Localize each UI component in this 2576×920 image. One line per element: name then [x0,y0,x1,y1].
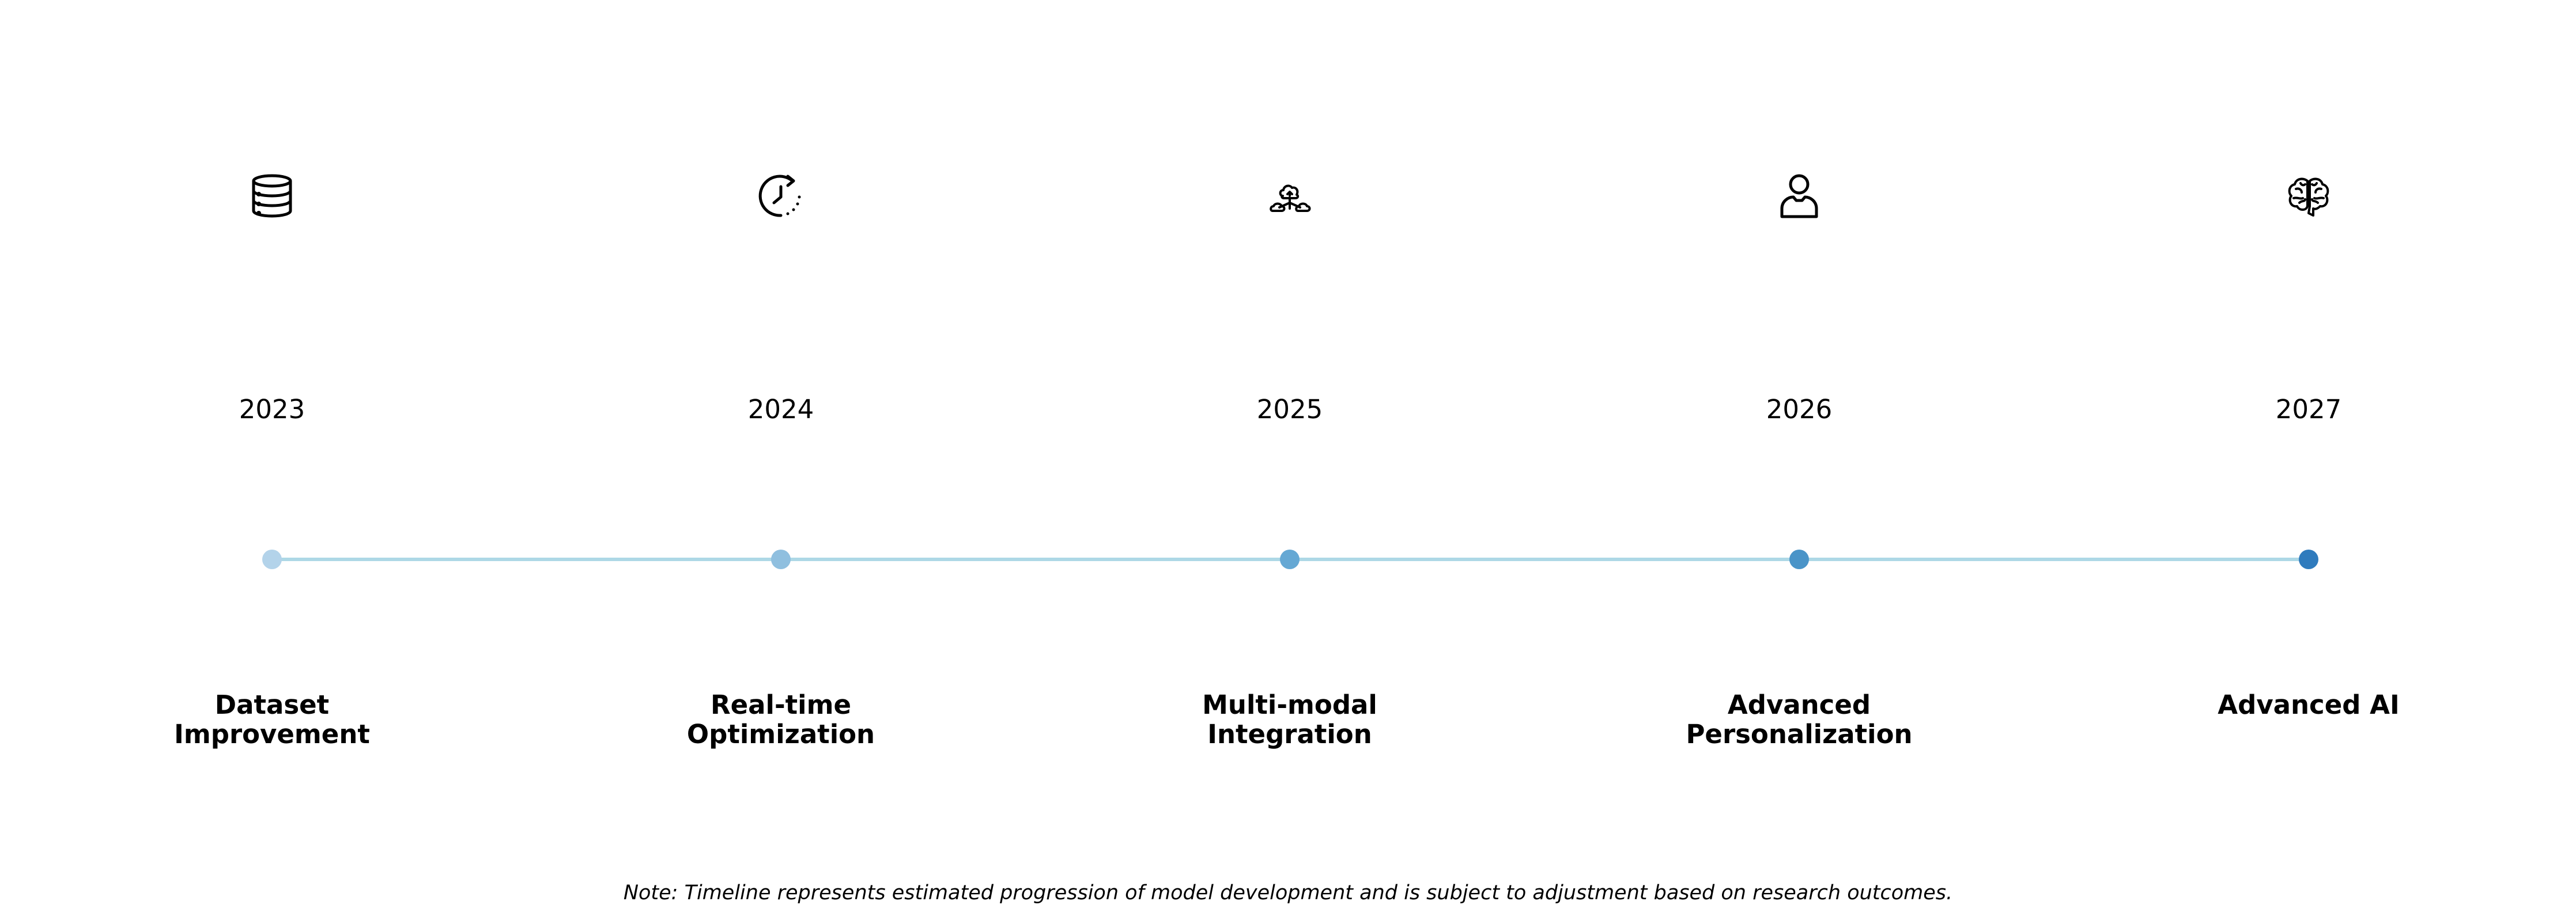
milestone-2027: 2027 Advanced AI [2107,0,2510,920]
milestone-label: Multi-modal Integration [1202,690,1377,749]
milestone-2025: 2025 Multi-modal Integration [1088,0,1491,920]
milestone-label: Dataset Improvement [174,690,370,749]
milestone-year: 2024 [747,394,814,425]
cloud-network-icon [1267,173,1313,219]
timeline-dot-2026 [1789,550,1809,569]
milestone-label: Advanced AI [2218,690,2400,720]
timeline-dot-2024 [771,550,791,569]
user-icon [1776,173,1822,219]
milestone-label: Real-time Optimization [686,690,875,749]
milestone-year: 2025 [1256,394,1323,425]
timeline-dot-2025 [1280,550,1300,569]
clock-refresh-icon [758,173,804,219]
milestone-year: 2027 [2275,394,2342,425]
timeline-dot-2023 [262,550,282,569]
milestone-2023: 2023 Dataset Improvement [70,0,474,920]
milestone-label: Advanced Personalization [1686,690,1913,749]
brain-icon [2286,173,2332,219]
timeline-dot-2027 [2299,550,2318,569]
milestone-2024: 2024 Real-time Optimization [579,0,983,920]
milestone-year: 2023 [239,394,305,425]
milestone-year: 2026 [1766,394,1833,425]
database-icon [249,173,295,219]
footnote: Note: Timeline represents estimated prog… [623,881,1953,904]
milestone-2026: 2026 Advanced Personalization [1597,0,2001,920]
